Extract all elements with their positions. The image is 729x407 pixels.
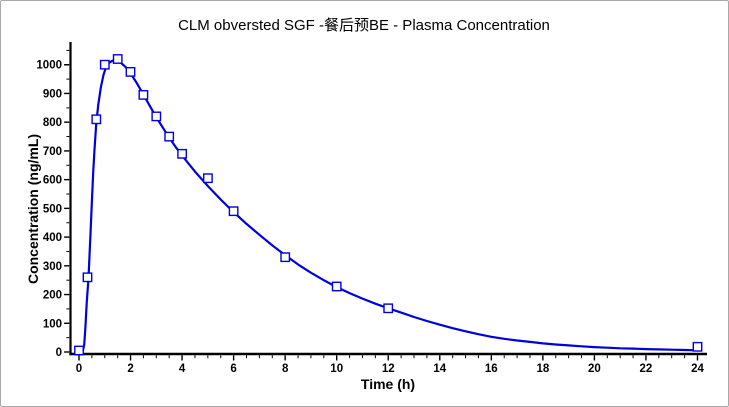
data-point-marker [151, 111, 162, 122]
y-tick-label: 200 [43, 290, 62, 302]
x-tick-label: 22 [640, 363, 653, 375]
data-point-marker [280, 252, 291, 263]
data-point-marker [331, 281, 342, 292]
x-tick-label: 10 [330, 363, 343, 375]
y-tick-label: 700 [43, 146, 62, 158]
y-tick-label: 100 [43, 318, 62, 330]
x-tick-label: 4 [179, 363, 186, 375]
x-tick-label: 2 [127, 363, 133, 375]
y-tick-label: 600 [43, 175, 62, 187]
y-tick-label: 300 [43, 261, 62, 273]
x-tick-label: 24 [691, 363, 704, 375]
data-point-marker [74, 345, 84, 356]
y-tick-label: 500 [43, 203, 62, 215]
axes: 0 2 4 6 8 10 12 14 16 18 20 22 240100200300400500600… [36, 42, 707, 375]
y-axis-title: Concentration (ng/mL) [25, 134, 41, 284]
data-point-marker [692, 341, 703, 352]
fitted-curve-line [77, 59, 699, 354]
fitted-curve [77, 59, 699, 354]
data-point-marker [383, 303, 394, 314]
y-tick-label: 800 [43, 117, 62, 129]
x-tick-label: 8 [282, 363, 289, 375]
chart-title: CLM obversted SGF -餐后预BE - Plasma Concen… [178, 17, 550, 34]
x-tick-label: 0 [76, 363, 82, 375]
x-tick-label: 6 [230, 363, 236, 375]
data-point-marker [177, 148, 187, 159]
data-point-marker [164, 131, 175, 142]
data-point-marker [202, 173, 213, 184]
data-point-marker [91, 114, 102, 125]
y-tick-label: 1000 [36, 60, 62, 72]
x-tick-label: 18 [536, 363, 549, 375]
x-tick-label: 20 [588, 363, 601, 375]
data-point-marker [138, 89, 149, 100]
y-tick-label: 0 [56, 347, 62, 359]
data-point-marker [112, 54, 123, 64]
y-tick-label: 400 [43, 232, 62, 244]
data-point-marker [82, 272, 93, 283]
y-tick-label: 900 [43, 88, 62, 100]
x-axis-title: Time (h) [361, 376, 415, 392]
data-point-marker [228, 206, 239, 217]
data-point-marker [125, 66, 136, 77]
data-point-marker [99, 59, 110, 70]
observed-points [74, 54, 703, 356]
x-tick-label: 14 [433, 363, 446, 375]
x-tick-label: 16 [485, 363, 498, 375]
x-tick-label: 12 [382, 363, 395, 375]
